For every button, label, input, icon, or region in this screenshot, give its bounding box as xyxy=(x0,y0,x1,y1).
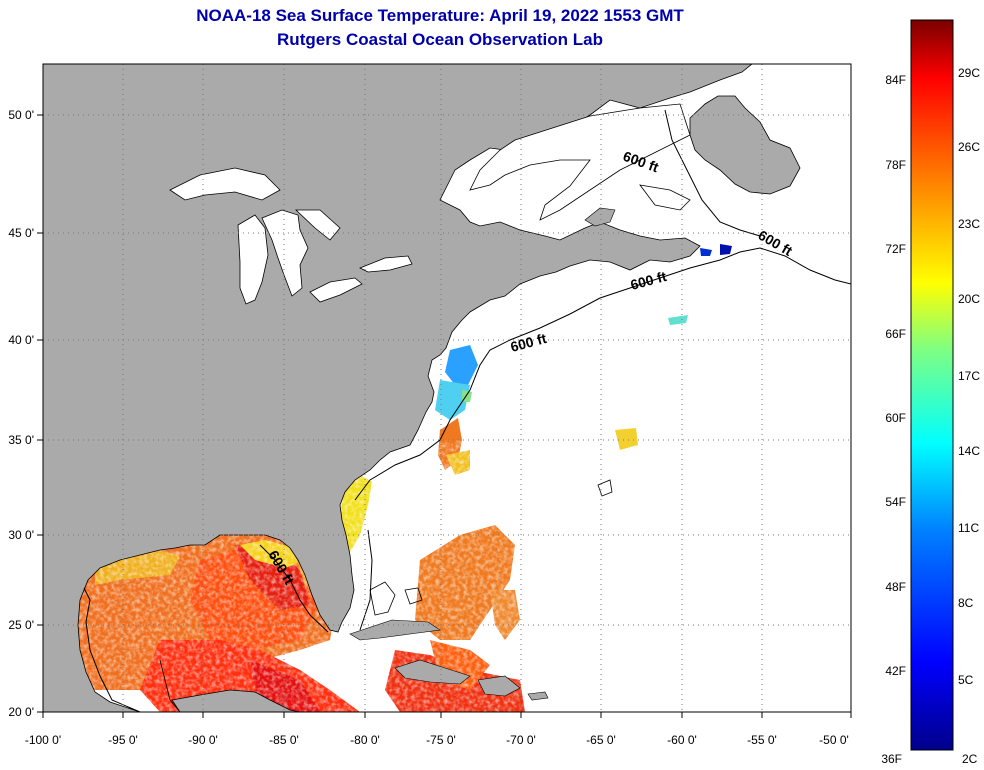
colorbar-f-label: 48F xyxy=(885,580,906,594)
y-axis: 20 0' 25 0' 30 0' 35 0' 40 0' 45 0' 50 0… xyxy=(8,108,43,719)
x-tick-label: -60 0' xyxy=(667,733,697,747)
colorbar-c-label: 29C xyxy=(958,66,980,80)
colorbar-c-label: 17C xyxy=(958,369,980,383)
colorbar-f-label: 72F xyxy=(885,242,906,256)
isobath-600ft-line xyxy=(83,109,851,712)
y-tick-label: 20 0' xyxy=(8,705,34,719)
x-tick-label: -65 0' xyxy=(586,733,616,747)
colorbar-c-label: 20C xyxy=(958,292,980,306)
x-tick-label: -95 0' xyxy=(108,733,138,747)
colorbar-f-label: 66F xyxy=(885,327,906,341)
x-tick-label: -75 0' xyxy=(426,733,456,747)
y-tick-label: 35 0' xyxy=(8,433,34,447)
colorbar-gradient xyxy=(910,19,954,751)
colorbar-f-label: 60F xyxy=(885,411,906,425)
map-border xyxy=(42,63,852,713)
colorbar-c-label: 26C xyxy=(958,140,980,154)
colorbar-f-label: 36F xyxy=(881,752,902,766)
y-tick-label: 40 0' xyxy=(8,333,34,347)
great-lakes xyxy=(169,103,691,305)
map-title: NOAA-18 Sea Surface Temperature: April 1… xyxy=(196,6,684,25)
x-tick-label: -50 0' xyxy=(819,733,849,747)
y-tick-label: 50 0' xyxy=(8,108,34,122)
x-tick-label: -100 0' xyxy=(25,733,61,747)
colorbar-f-label: 78F xyxy=(885,158,906,172)
colorbar-c-label: 14C xyxy=(958,444,980,458)
bathymetry-contours xyxy=(159,479,613,712)
x-tick-label: -90 0' xyxy=(188,733,218,747)
y-tick-label: 30 0' xyxy=(8,528,34,542)
colorbar-f-label: 84F xyxy=(885,73,906,87)
colorbar-c-label: 2C xyxy=(962,752,978,766)
colorbar-f-label: 42F xyxy=(885,664,906,678)
colorbar-c-label: 23C xyxy=(958,217,980,231)
land-north-america xyxy=(43,64,801,712)
x-axis: -100 0' -95 0' -90 0' -85 0' -80 0' -75 … xyxy=(25,712,852,747)
y-tick-label: 45 0' xyxy=(8,226,34,240)
colorbar-c-label: 5C xyxy=(958,673,974,687)
colorbar-f-label: 54F xyxy=(885,495,906,509)
x-tick-label: -80 0' xyxy=(350,733,380,747)
y-tick-label: 25 0' xyxy=(8,618,34,632)
x-tick-label: -85 0' xyxy=(269,733,299,747)
x-tick-label: -70 0' xyxy=(506,733,536,747)
colorbar: 84F 78F 72F 66F 60F 54F 48F 42F 36F 29C … xyxy=(881,19,980,766)
x-tick-label: -55 0' xyxy=(747,733,777,747)
colorbar-c-label: 8C xyxy=(958,596,974,610)
map-subtitle: Rutgers Coastal Ocean Observation Lab xyxy=(277,30,603,49)
graticule xyxy=(43,64,851,712)
sst-mid-atlantic xyxy=(435,345,478,420)
colorbar-c-label: 11C xyxy=(958,521,979,535)
